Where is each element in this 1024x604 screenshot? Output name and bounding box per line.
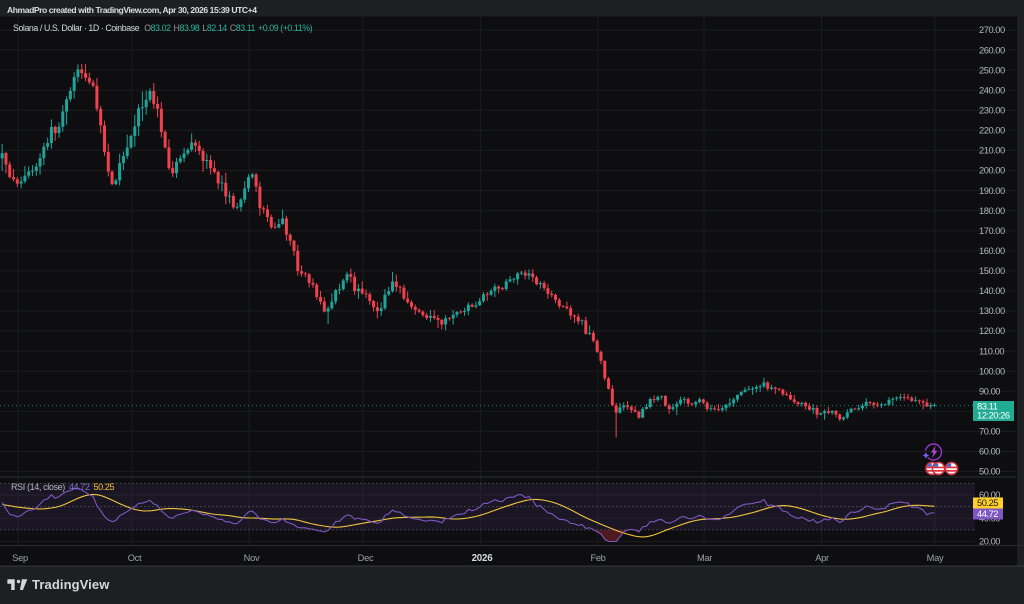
svg-text:Sep: Sep	[12, 553, 28, 563]
svg-text:160.00: 160.00	[979, 246, 1005, 256]
svg-text:120.00: 120.00	[979, 326, 1005, 336]
svg-text:44.72: 44.72	[977, 509, 998, 519]
svg-text:90.00: 90.00	[979, 387, 1000, 397]
svg-text:2026: 2026	[472, 553, 494, 564]
svg-text:100.00: 100.00	[979, 366, 1005, 376]
svg-text:Mar: Mar	[697, 553, 712, 563]
svg-text:220.00: 220.00	[979, 126, 1005, 136]
svg-text:230.00: 230.00	[979, 106, 1005, 116]
svg-text:260.00: 260.00	[979, 45, 1005, 55]
svg-text:May: May	[927, 553, 944, 563]
svg-text:AhmadPro created with TradingV: AhmadPro created with TradingView.com, A…	[7, 5, 257, 15]
svg-text:200.00: 200.00	[979, 166, 1005, 176]
svg-text:Solana / U.S. Dollar · 1D · Co: Solana / U.S. Dollar · 1D · Coinbase O83.…	[13, 23, 313, 33]
svg-text:TradingView: TradingView	[32, 577, 110, 592]
svg-text:Oct: Oct	[128, 553, 142, 563]
svg-text:20.00: 20.00	[979, 537, 1000, 547]
svg-text:83.11: 83.11	[977, 402, 998, 412]
svg-text:Apr: Apr	[815, 553, 829, 563]
svg-text:50.00: 50.00	[979, 467, 1000, 477]
svg-text:50.25: 50.25	[977, 498, 998, 508]
svg-text:12:20:26: 12:20:26	[977, 411, 1010, 421]
svg-text:130.00: 130.00	[979, 306, 1005, 316]
svg-text:150.00: 150.00	[979, 266, 1005, 276]
svg-text:70.00: 70.00	[979, 427, 1000, 437]
svg-text:Feb: Feb	[590, 553, 605, 563]
svg-text:270.00: 270.00	[979, 25, 1005, 35]
svg-text:140.00: 140.00	[979, 286, 1005, 296]
svg-text:Dec: Dec	[358, 553, 374, 563]
svg-text:170.00: 170.00	[979, 226, 1005, 236]
svg-text:240.00: 240.00	[979, 85, 1005, 95]
svg-text:Nov: Nov	[244, 553, 260, 563]
svg-text:250.00: 250.00	[979, 65, 1005, 75]
svg-text:180.00: 180.00	[979, 206, 1005, 216]
svg-text:110.00: 110.00	[979, 346, 1004, 356]
svg-text:60.00: 60.00	[979, 490, 1000, 500]
svg-text:210.00: 210.00	[979, 146, 1005, 156]
svg-text:60.00: 60.00	[979, 447, 1000, 457]
svg-text:190.00: 190.00	[979, 186, 1005, 196]
